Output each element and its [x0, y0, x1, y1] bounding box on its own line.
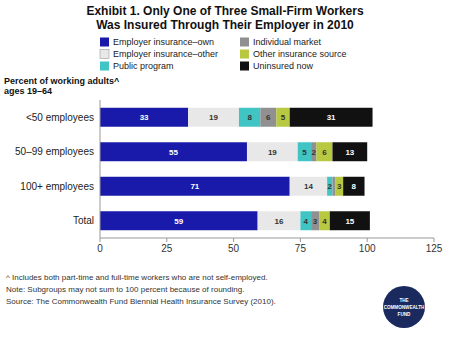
axis-label: Percent of working adults^ages 19–64: [4, 76, 120, 96]
y-axis: Total 100+ employees 50–99 employees <50 em…: [15, 112, 94, 227]
bars: [100, 108, 373, 230]
logo: [383, 286, 425, 328]
bar-segment: [311, 142, 316, 161]
tick-label: 0: [97, 243, 103, 254]
text-line: Was Insured Through Their Employer in 20…: [96, 18, 354, 32]
bar-segment: [260, 108, 276, 127]
bar-segment: [188, 108, 239, 127]
legend: Employer insurance–own Employer insurance…: [100, 37, 347, 71]
bar-segment: [311, 211, 319, 230]
text-line: COMMONWEALTH: [384, 305, 425, 310]
legend-swatch: [240, 38, 249, 47]
data-label: 6: [266, 113, 271, 122]
footnote: ^ Includes both part-time and full-time …: [6, 273, 268, 282]
tick-label: 75: [295, 243, 307, 254]
category-label: Total: [73, 215, 94, 226]
bar-segment: [332, 177, 335, 196]
data-label: 31: [327, 113, 336, 122]
tick: [166, 238, 167, 242]
tick-label: 100: [359, 243, 376, 254]
data-label: 59: [174, 217, 183, 226]
footnotes: ^ Includes both part-time and full-time …: [6, 273, 276, 306]
tick: [367, 238, 368, 242]
bar-segment: [332, 142, 367, 161]
legend-swatch: [240, 50, 249, 59]
data-label: 3: [313, 217, 318, 226]
footnote: Source: The Commonwealth Fund Biennial H…: [6, 297, 276, 306]
data-label: 4: [322, 217, 327, 226]
data-label: 8: [247, 113, 252, 122]
bar-segment: [276, 108, 289, 127]
data-label: 5: [302, 148, 307, 157]
bar-segment: [327, 177, 332, 196]
tick-label: 125: [426, 243, 443, 254]
text-line: Exhibit 1. Only One of Three Small-Firm …: [86, 4, 364, 18]
bar-segment: [290, 177, 327, 196]
title: Exhibit 1. Only One of Three Small-Firm …: [86, 4, 364, 32]
bar-segment: [330, 211, 370, 230]
category-label: 50–99 employees: [15, 146, 94, 157]
bar-segment: [247, 142, 298, 161]
x-axis: 0255075100125: [97, 100, 443, 254]
bar-segment: [335, 177, 343, 196]
data-label: 55: [169, 148, 178, 157]
data-label: 3: [337, 182, 342, 191]
text-line: FUND: [398, 312, 411, 317]
data-label: 4: [304, 217, 309, 226]
tick: [233, 238, 234, 242]
bar-segment: [100, 177, 290, 196]
data-label: 16: [275, 217, 284, 226]
bar-segment: [316, 142, 332, 161]
tick: [300, 238, 301, 242]
data-label: 6: [322, 148, 327, 157]
bar-segment: [290, 108, 373, 127]
bar-segment: [319, 211, 330, 230]
legend-swatch: [240, 62, 249, 71]
data-label: 19: [209, 113, 218, 122]
legend-swatch: [100, 62, 109, 71]
data-labels: 5971553316141919425832643651581331: [140, 113, 357, 226]
data-label: 2: [328, 182, 333, 191]
data-label: 13: [345, 148, 354, 157]
axis-line: [100, 238, 434, 239]
data-label: 15: [345, 217, 354, 226]
bar-segment: [300, 211, 311, 230]
data-label: 14: [304, 182, 313, 191]
legend-label: Individual market: [253, 37, 322, 47]
text-line: Percent of working adults^: [4, 76, 120, 86]
bar-segment: [100, 108, 188, 127]
data-label: 5: [281, 113, 286, 122]
footnote: Note: Subgroups may not sum to 100 perce…: [6, 285, 244, 294]
tick-label: 25: [161, 243, 173, 254]
chart: Exhibit 1. Only One of Three Small-Firm …: [0, 0, 450, 338]
bar-segment: [343, 177, 364, 196]
data-label: 33: [140, 113, 149, 122]
bar-segment: [239, 108, 260, 127]
tick: [100, 238, 101, 242]
text-line: ages 19–64: [4, 86, 52, 96]
legend-swatch: [100, 38, 109, 47]
category-label: 100+ employees: [20, 181, 94, 192]
data-label: 71: [190, 182, 199, 191]
bar-segment: [258, 211, 301, 230]
legend-label: Public program: [113, 61, 174, 71]
data-label: 19: [268, 148, 277, 157]
legend-label: Other insurance source: [253, 49, 347, 59]
data-label: 2: [312, 148, 317, 157]
bar-segment: [298, 142, 311, 161]
legend-label: Employer insurance–other: [113, 49, 218, 59]
bar-segment: [100, 211, 258, 230]
logo-text: THE COMMONWEALTH FUND: [384, 298, 425, 317]
axis-line: [100, 100, 101, 238]
legend-swatch: [100, 50, 109, 59]
tick-label: 50: [228, 243, 240, 254]
legend-label: Employer insurance–own: [113, 37, 214, 47]
legend-label: Uninsured now: [253, 61, 314, 71]
data-label: 8: [352, 182, 357, 191]
category-label: <50 employees: [26, 112, 94, 123]
tick: [434, 238, 435, 242]
text-line: THE: [399, 298, 408, 303]
bar-segment: [100, 142, 247, 161]
